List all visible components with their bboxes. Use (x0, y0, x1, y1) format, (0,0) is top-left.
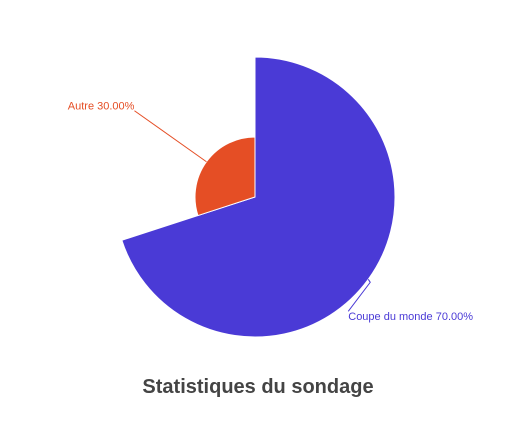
leader-line (134, 110, 207, 163)
slice-label: Autre 30.00% (68, 101, 135, 113)
slice (194, 136, 256, 217)
chart-title: Statistiques du sondage (142, 376, 373, 398)
slice (121, 56, 396, 338)
leader-line (347, 279, 371, 312)
slice-label: Coupe du monde 70.00% (348, 311, 473, 323)
